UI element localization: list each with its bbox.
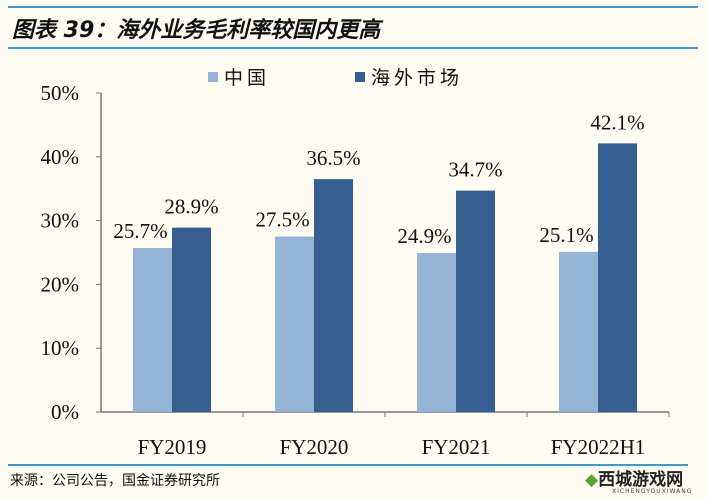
bar-china [275, 236, 315, 412]
figure-title: 图表 39：海外业务毛利率较国内更高 [12, 18, 381, 43]
data-label: 42.1% [590, 110, 644, 134]
bar-china [417, 253, 457, 412]
bar-china [559, 251, 599, 412]
title-top-rule [8, 6, 698, 8]
data-label: 24.9% [397, 224, 451, 248]
data-label: 34.7% [448, 158, 502, 182]
data-label: 25.1% [539, 223, 593, 247]
data-label: 25.7% [113, 219, 167, 243]
legend-label: 海外市场 [371, 67, 463, 89]
source-rule [8, 464, 688, 466]
y-tick-label: 40% [41, 145, 80, 169]
data-label: 28.9% [164, 195, 218, 219]
x-tick-label: FY2019 [138, 435, 207, 459]
y-tick-label: 0% [51, 400, 79, 424]
legend-swatch [208, 72, 218, 82]
bar-overseas [172, 227, 211, 412]
bar-overseas [598, 143, 637, 413]
source-note: 来源：公司公告，国金证券研究所 [10, 473, 220, 489]
bar-overseas [314, 179, 353, 412]
legend-swatch [355, 72, 365, 82]
x-tick-label: FY2021 [422, 435, 491, 459]
title-bottom-rule [8, 47, 698, 49]
bar-overseas [456, 190, 495, 412]
data-label: 36.5% [306, 146, 360, 170]
y-tick-label: 10% [41, 336, 80, 360]
watermark-logo: ◆西城游戏网 [585, 470, 684, 490]
data-label: 27.5% [255, 208, 309, 232]
watermark-text: 西城游戏网 [598, 470, 684, 490]
watermark-subtext: XICHENGYOUXIWANG [612, 488, 693, 495]
y-tick-label: 50% [41, 81, 80, 105]
x-tick-label: FY2022H1 [551, 435, 646, 459]
y-tick-label: 20% [41, 272, 80, 296]
y-tick-label: 30% [41, 209, 80, 233]
x-tick-label: FY2020 [280, 435, 349, 459]
bar-china [133, 248, 173, 412]
legend-label: 中国 [224, 67, 270, 89]
